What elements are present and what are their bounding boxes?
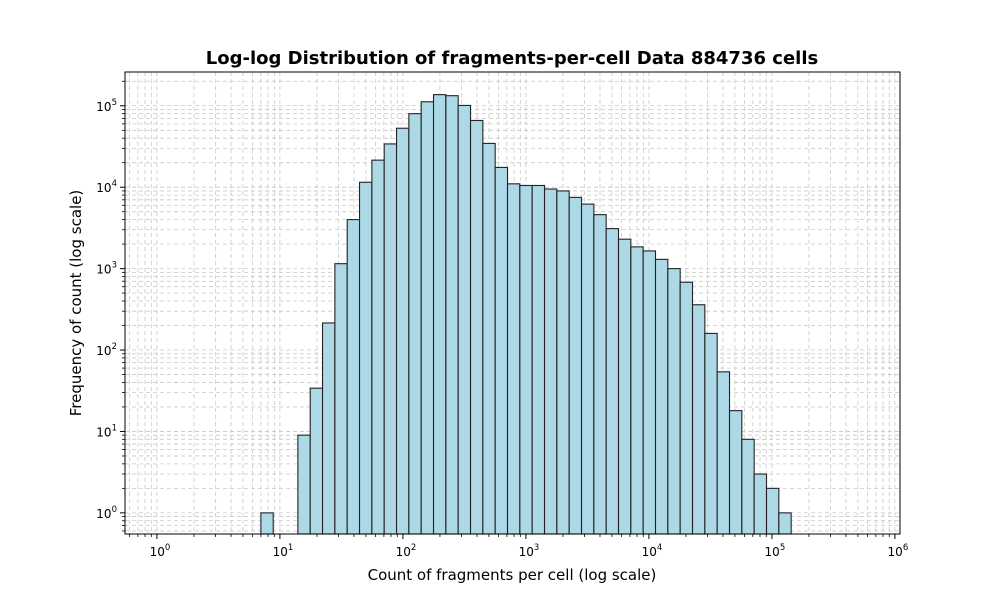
- histogram-bar: [765, 487, 780, 535]
- x-tick-label: 103: [519, 543, 540, 559]
- histogram-bar: [778, 512, 792, 535]
- x-tick-label: 100: [150, 543, 171, 559]
- axis-ticks: 100 101 102 103 104 105 106 100 101 102 103 104 105: [96, 80, 909, 559]
- x-axis-label: Count of fragments per cell (log scale): [368, 566, 657, 584]
- histogram-bar: [728, 410, 743, 535]
- histogram-bar: [642, 250, 657, 535]
- y-tick-label: 101: [96, 423, 117, 439]
- x-tick-label: 101: [273, 543, 294, 559]
- chart-title: Log-log Distribution of fragments-per-ce…: [206, 48, 818, 69]
- histogram-bar: [568, 196, 583, 535]
- histogram-bar: [506, 183, 521, 535]
- histogram-bar: [519, 184, 533, 535]
- histogram-bar: [679, 281, 694, 535]
- histogram-bar: [543, 188, 558, 535]
- y-axis-label: Frequency of count (log scale): [67, 190, 85, 417]
- histogram-bar: [667, 268, 681, 535]
- histogram-bar: [260, 512, 274, 535]
- histogram-bar: [334, 263, 348, 535]
- histogram-bar: [432, 94, 447, 535]
- x-tick-label: 105: [765, 543, 786, 559]
- histogram-bar: [691, 304, 706, 535]
- histogram-bar: [654, 258, 669, 535]
- histogram-bar: [371, 159, 385, 535]
- x-tick-label: 106: [888, 543, 909, 559]
- histogram-bars: [260, 94, 792, 535]
- histogram-bar: [482, 142, 496, 535]
- x-tick-label: 102: [396, 543, 417, 559]
- histogram-bar: [321, 322, 336, 535]
- histogram-bar: [383, 143, 398, 535]
- histogram-bar: [469, 119, 484, 535]
- histogram-bar: [593, 214, 607, 535]
- histogram-bar: [395, 127, 410, 535]
- histogram-bar: [716, 371, 731, 535]
- y-tick-label: 100: [96, 505, 117, 521]
- x-tick-label: 104: [642, 543, 663, 559]
- y-tick-label: 104: [96, 179, 117, 195]
- y-tick-label: 103: [96, 261, 117, 277]
- histogram-bar: [445, 95, 459, 535]
- histogram-bar: [408, 113, 422, 535]
- histogram-bar: [494, 166, 509, 535]
- histogram-bar: [358, 181, 373, 535]
- histogram-bar: [617, 238, 632, 535]
- histogram-bar: [309, 387, 324, 535]
- histogram-bar: [457, 104, 472, 535]
- histogram-bar: [346, 219, 361, 535]
- histogram-bar: [741, 438, 755, 535]
- histogram-bar: [531, 184, 546, 535]
- y-tick-label: 102: [96, 342, 117, 358]
- histogram-bar: [420, 101, 435, 535]
- histogram-bar: [556, 190, 570, 535]
- histogram-bar: [297, 434, 311, 535]
- plot-frame: [124, 71, 901, 535]
- histogram-bar: [753, 473, 768, 535]
- histogram-bar: [630, 246, 644, 535]
- histogram-bar: [704, 332, 718, 535]
- histogram-bar: [605, 228, 620, 535]
- histogram-bar: [580, 203, 595, 535]
- y-tick-label: 105: [96, 98, 117, 114]
